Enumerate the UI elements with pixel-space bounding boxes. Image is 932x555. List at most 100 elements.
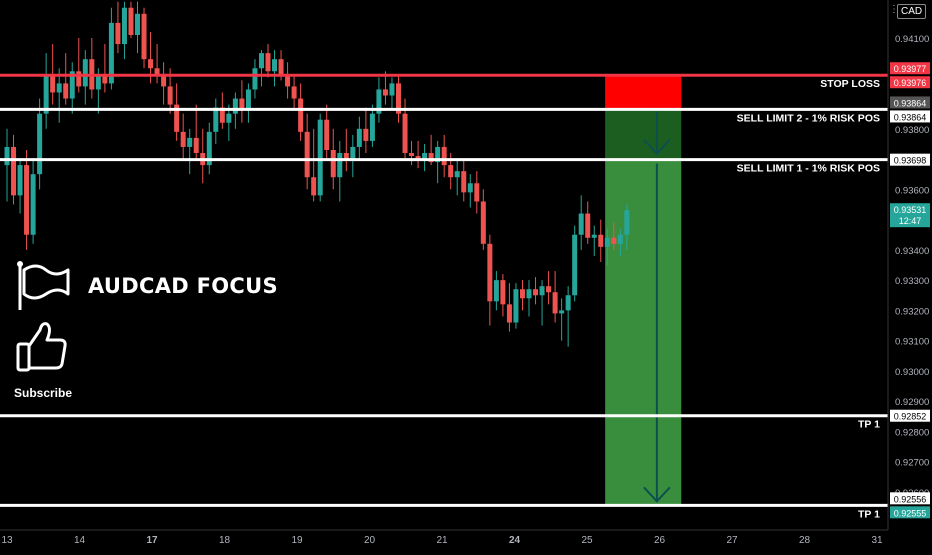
candle-body xyxy=(467,183,473,193)
candle-body xyxy=(121,7,127,45)
candle-body xyxy=(552,292,558,314)
candle-body xyxy=(526,289,532,299)
candle-body xyxy=(285,74,291,87)
level-price-tag: 0.93864 xyxy=(894,98,927,108)
candle-body xyxy=(245,89,251,111)
candle-body xyxy=(317,119,323,196)
candle-body xyxy=(598,234,604,247)
price-tick: 0.92900 xyxy=(895,397,929,408)
candle-body xyxy=(513,289,519,323)
candle-body xyxy=(324,119,330,150)
current-price-countdown: 12:47 xyxy=(899,216,922,226)
candle-body xyxy=(519,289,525,299)
time-tick: 24 xyxy=(509,535,521,546)
candle-body xyxy=(350,146,356,160)
level-label: TP 1 xyxy=(858,508,880,520)
candle-body xyxy=(572,234,578,296)
time-tick: 19 xyxy=(291,535,303,546)
thumbs-up-icon[interactable] xyxy=(14,318,70,374)
time-tick: 20 xyxy=(364,535,376,546)
candle-body xyxy=(565,295,571,311)
arrow-head-upper xyxy=(643,138,671,156)
subscribe-label[interactable]: Subscribe xyxy=(14,386,73,400)
candle-body xyxy=(252,68,258,90)
level-label: STOP LOSS xyxy=(820,78,880,90)
candle-body xyxy=(441,146,447,166)
level-price-tag: 0.92555 xyxy=(894,508,927,518)
level-price-tag-bg xyxy=(890,110,930,123)
candle-body xyxy=(102,74,108,84)
level-price-tag-bg xyxy=(890,153,930,166)
arrow-head-lower xyxy=(643,486,671,503)
level-price-tag-bg xyxy=(890,409,930,422)
price-tick: 0.94100 xyxy=(895,34,929,45)
candle-body xyxy=(43,74,49,114)
candle-body xyxy=(298,98,304,132)
price-tick: 0.93000 xyxy=(895,367,929,378)
candle-body xyxy=(376,89,382,114)
time-tick: 25 xyxy=(581,535,593,546)
candle-body xyxy=(422,153,428,160)
price-tick: 0.93300 xyxy=(895,276,929,287)
candle-body xyxy=(37,113,43,175)
time-axis-background xyxy=(0,530,932,550)
level-price-tag-bg xyxy=(890,76,930,89)
time-tick: 17 xyxy=(146,535,158,546)
candle-body xyxy=(115,22,121,45)
time-tick: 26 xyxy=(654,535,666,546)
candle-body xyxy=(4,146,10,166)
candle-body xyxy=(343,153,349,160)
price-tick: 0.93200 xyxy=(895,306,929,317)
time-tick: 14 xyxy=(74,535,86,546)
flag-icon xyxy=(14,258,74,314)
level-price-tag-bg xyxy=(890,96,930,109)
candle-body xyxy=(474,183,480,202)
candle-body xyxy=(148,59,154,69)
candle-body xyxy=(50,74,56,93)
candle-body xyxy=(461,171,467,193)
candle-body xyxy=(546,286,552,293)
candle-body xyxy=(141,13,147,60)
candle-body xyxy=(180,131,186,147)
candle-body xyxy=(480,201,486,244)
candle-body xyxy=(611,237,617,244)
candle-body xyxy=(604,237,610,247)
currency-badge[interactable]: CAD xyxy=(897,4,927,19)
candle-body xyxy=(304,131,310,178)
candle-body xyxy=(389,83,395,96)
candle-body xyxy=(193,137,199,154)
candle-body xyxy=(409,153,415,157)
candle-body xyxy=(506,304,512,323)
candle-body xyxy=(539,286,545,296)
candle-body xyxy=(76,71,82,87)
candle-body xyxy=(330,149,336,178)
candle-body xyxy=(24,165,30,235)
candle-body xyxy=(265,53,271,72)
candle-body xyxy=(617,234,623,244)
candle-body xyxy=(69,71,75,99)
candle-body xyxy=(278,59,284,75)
candle-body xyxy=(258,53,264,69)
candle-body xyxy=(493,280,499,302)
candle-body xyxy=(311,177,317,196)
candle-body xyxy=(206,131,212,166)
candle-body xyxy=(108,22,114,84)
time-tick: 21 xyxy=(436,535,448,546)
candle-body xyxy=(363,128,369,141)
candle-body xyxy=(11,146,17,196)
candle-body xyxy=(396,83,401,114)
candle-body xyxy=(128,7,134,35)
time-tick: 27 xyxy=(726,535,738,546)
candle-body xyxy=(415,156,421,160)
gear-icon[interactable]: ⋮ xyxy=(889,4,899,15)
candle-body xyxy=(63,83,69,99)
level-price-tag: 0.93976 xyxy=(894,78,927,88)
candle-body xyxy=(213,107,219,132)
level-price-tag: 0.93698 xyxy=(894,156,927,166)
level-price-tag: 0.92556 xyxy=(894,494,927,504)
candle-body xyxy=(559,310,565,314)
level-label: TP 1 xyxy=(858,419,880,431)
